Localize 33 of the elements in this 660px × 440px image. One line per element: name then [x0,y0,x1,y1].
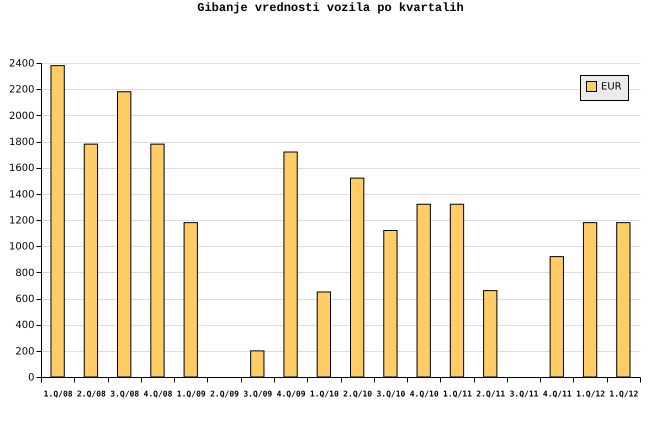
y-tick-label: 400 [15,320,34,332]
x-tick-label: 1.Q/09 [176,390,206,398]
legend-label: EUR [601,82,622,92]
x-tick-label: 2.Q/11 [476,390,506,398]
y-tick-label: 2200 [9,84,34,96]
x-tick-label: 3.Q/10 [376,390,406,398]
x-tick-label: 3.Q/08 [110,390,140,398]
y-tick-label: 200 [15,346,34,358]
y-tick-label: 0 [28,372,34,384]
x-tick-label: 1.Q/10 [310,390,339,398]
y-tick-label: 1000 [9,242,34,253]
x-tick-label: 3.Q/09 [243,390,272,398]
x-tick-label: 4.Q/08 [144,390,173,398]
x-tick-label: 3.Q/11 [510,390,539,398]
y-tick-label: 1600 [9,163,34,174]
y-tick-label: 1200 [9,216,34,226]
x-tick-label: 1.Q/08 [44,390,73,398]
x-tick-label: 1.Q/12 [576,390,606,398]
x-tick-label: 2.Q/10 [343,390,372,398]
y-tick-label: 2000 [9,110,34,122]
x-tick-label: 4.Q/10 [410,390,439,398]
y-tick-label: 1400 [9,189,34,200]
x-tick-label: 4.Q/11 [542,390,572,398]
x-tick-label: 1.Q/12 [609,390,638,398]
x-tick-label: 2.Q/09 [210,390,240,398]
y-tick-label: 800 [15,268,34,279]
x-tick-label: 4.Q/09 [276,390,306,398]
y-tick-label: 2400 [9,58,34,70]
y-tick-label: 1800 [9,137,34,148]
chart-title: Gibanje vrednosti vozila po kvartalih [197,1,464,15]
y-tick-label: 600 [15,294,34,305]
x-tick-label: 2.Q/08 [76,390,106,398]
x-tick-label: 1.Q/11 [443,390,472,398]
